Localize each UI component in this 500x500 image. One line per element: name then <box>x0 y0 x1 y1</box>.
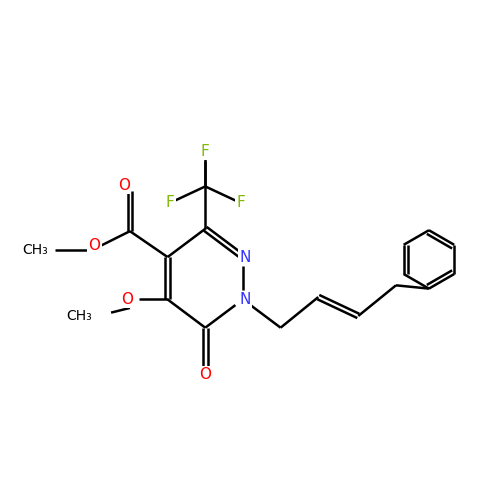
Text: O: O <box>118 178 130 193</box>
Text: F: F <box>236 196 245 210</box>
Text: O: O <box>200 368 211 382</box>
Text: O: O <box>122 292 134 307</box>
Text: CH₃: CH₃ <box>22 243 48 257</box>
Text: N: N <box>240 250 251 264</box>
Text: CH₃: CH₃ <box>66 309 92 323</box>
Text: N: N <box>240 292 251 307</box>
Text: O: O <box>88 238 101 253</box>
Text: F: F <box>201 144 209 158</box>
Text: F: F <box>166 196 174 210</box>
